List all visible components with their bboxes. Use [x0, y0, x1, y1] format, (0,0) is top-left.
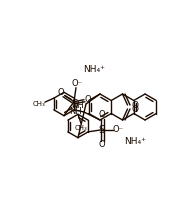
- Text: O: O: [131, 104, 138, 113]
- Text: NH₄⁺: NH₄⁺: [124, 137, 146, 146]
- Text: O: O: [131, 101, 138, 110]
- Text: NH₄⁺: NH₄⁺: [83, 65, 105, 74]
- Text: O: O: [99, 140, 106, 149]
- Text: O: O: [85, 95, 91, 104]
- Text: CH₃: CH₃: [75, 125, 87, 131]
- Text: O: O: [58, 88, 64, 97]
- Text: S: S: [99, 125, 106, 135]
- Text: O⁻: O⁻: [113, 125, 124, 134]
- Text: NH: NH: [70, 107, 82, 116]
- Text: NH: NH: [72, 101, 84, 110]
- Text: O⁻: O⁻: [72, 79, 82, 88]
- Text: CH₃: CH₃: [32, 101, 45, 107]
- Text: O: O: [99, 110, 106, 119]
- Text: S: S: [72, 99, 78, 109]
